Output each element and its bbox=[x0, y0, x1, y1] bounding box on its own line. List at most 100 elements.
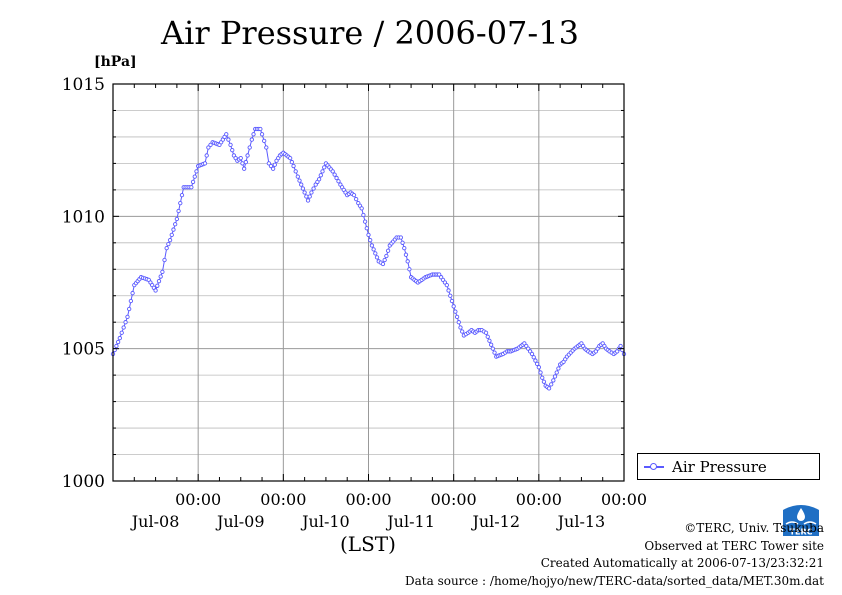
data-point bbox=[153, 288, 158, 293]
data-point bbox=[453, 309, 458, 314]
data-point bbox=[251, 132, 256, 137]
legend-marker bbox=[650, 463, 657, 470]
data-point bbox=[382, 257, 387, 263]
data-point bbox=[380, 261, 386, 267]
data-point bbox=[224, 132, 229, 137]
data-point bbox=[243, 159, 249, 165]
data-point bbox=[398, 235, 404, 240]
data-point bbox=[268, 163, 274, 169]
data-point bbox=[302, 190, 307, 195]
data-point bbox=[258, 126, 263, 132]
footer-data-source: Data source : /home/hojyo/new/TERC-data/… bbox=[405, 573, 824, 588]
data-point bbox=[405, 259, 410, 264]
data-point bbox=[245, 153, 250, 158]
data-point bbox=[546, 386, 552, 391]
data-point bbox=[334, 175, 339, 181]
data-point bbox=[164, 245, 169, 251]
data-point bbox=[320, 169, 325, 174]
data-point bbox=[304, 194, 309, 199]
data-point bbox=[541, 379, 547, 384]
data-point bbox=[259, 132, 265, 137]
data-point bbox=[534, 361, 540, 367]
data-point bbox=[202, 161, 208, 166]
data-point bbox=[361, 212, 366, 218]
data-point bbox=[206, 145, 211, 150]
data-point bbox=[208, 142, 213, 148]
data-point bbox=[179, 193, 185, 198]
data-point bbox=[485, 334, 490, 339]
data-point bbox=[162, 257, 167, 263]
data-point bbox=[204, 153, 209, 158]
data-point bbox=[295, 174, 300, 179]
data-point bbox=[262, 138, 267, 144]
data-point bbox=[189, 185, 194, 190]
x-tick-date-Jul-12: Jul-12 bbox=[470, 512, 520, 531]
data-point bbox=[487, 338, 492, 343]
data-point bbox=[266, 161, 272, 166]
data-point bbox=[369, 243, 375, 248]
data-point bbox=[127, 306, 132, 312]
data-point bbox=[446, 288, 451, 293]
data-point bbox=[384, 253, 389, 259]
x-tick-date-Jul-11: Jul-11 bbox=[385, 512, 435, 531]
data-point bbox=[400, 240, 405, 245]
data-point bbox=[264, 145, 269, 150]
data-point bbox=[238, 155, 243, 161]
data-point bbox=[130, 290, 135, 296]
data-point bbox=[531, 355, 536, 360]
data-point bbox=[366, 232, 371, 238]
data-point bbox=[529, 351, 535, 357]
data-point bbox=[554, 370, 559, 375]
data-point bbox=[552, 374, 558, 379]
data-point bbox=[368, 238, 373, 243]
data-point bbox=[454, 314, 460, 320]
y-tick-label-1015: 1015 bbox=[62, 75, 105, 95]
data-point bbox=[540, 375, 545, 380]
y-tick-label-1010: 1010 bbox=[62, 207, 105, 227]
data-point bbox=[336, 179, 341, 184]
data-point bbox=[176, 208, 181, 214]
data-point bbox=[166, 241, 171, 247]
y-tick-label-1005: 1005 bbox=[62, 340, 105, 360]
footer-observed: Observed at TERC Tower site bbox=[644, 538, 824, 553]
data-point bbox=[536, 365, 541, 370]
x-tick-time-Jul-09: 00:00 bbox=[260, 490, 306, 509]
series-layer bbox=[110, 126, 627, 391]
data-point bbox=[228, 142, 233, 148]
data-point bbox=[230, 148, 235, 153]
data-point bbox=[249, 137, 254, 142]
data-point bbox=[332, 172, 337, 177]
data-point bbox=[192, 174, 197, 179]
data-point bbox=[538, 370, 543, 375]
data-point bbox=[121, 325, 126, 330]
data-point bbox=[305, 198, 311, 203]
data-point bbox=[351, 193, 357, 198]
footer-created: Created Automatically at 2006-07-13/23:3… bbox=[540, 556, 824, 570]
data-point bbox=[354, 196, 359, 202]
data-point bbox=[448, 293, 453, 298]
data-point bbox=[330, 169, 335, 174]
data-point bbox=[309, 190, 314, 195]
data-point bbox=[488, 342, 494, 347]
data-point bbox=[444, 282, 450, 288]
data-point bbox=[270, 166, 276, 171]
x-tick-date-Jul-09: Jul-09 bbox=[215, 512, 265, 531]
data-point bbox=[556, 366, 561, 371]
y-axis-unit-label: [hPa] bbox=[94, 54, 137, 70]
data-point bbox=[117, 335, 122, 341]
x-tick-date-Jul-08: Jul-08 bbox=[130, 512, 180, 531]
data-point bbox=[307, 194, 312, 199]
data-point bbox=[318, 173, 323, 178]
footer-credits: ©TERC, Univ. Tsukuba Observed at TERC To… bbox=[405, 520, 824, 590]
y-tick-label-1000: 1000 bbox=[62, 472, 105, 492]
data-point bbox=[449, 298, 455, 304]
data-point bbox=[293, 169, 298, 174]
data-point bbox=[169, 232, 174, 238]
data-point bbox=[128, 298, 134, 304]
data-point bbox=[190, 179, 196, 185]
data-point bbox=[362, 219, 368, 224]
x-tick-time-Jul-08: 00:00 bbox=[175, 490, 221, 509]
data-point bbox=[311, 186, 316, 191]
x-tick-date-Jul-10: Jul-10 bbox=[300, 512, 350, 531]
data-point bbox=[549, 382, 554, 387]
